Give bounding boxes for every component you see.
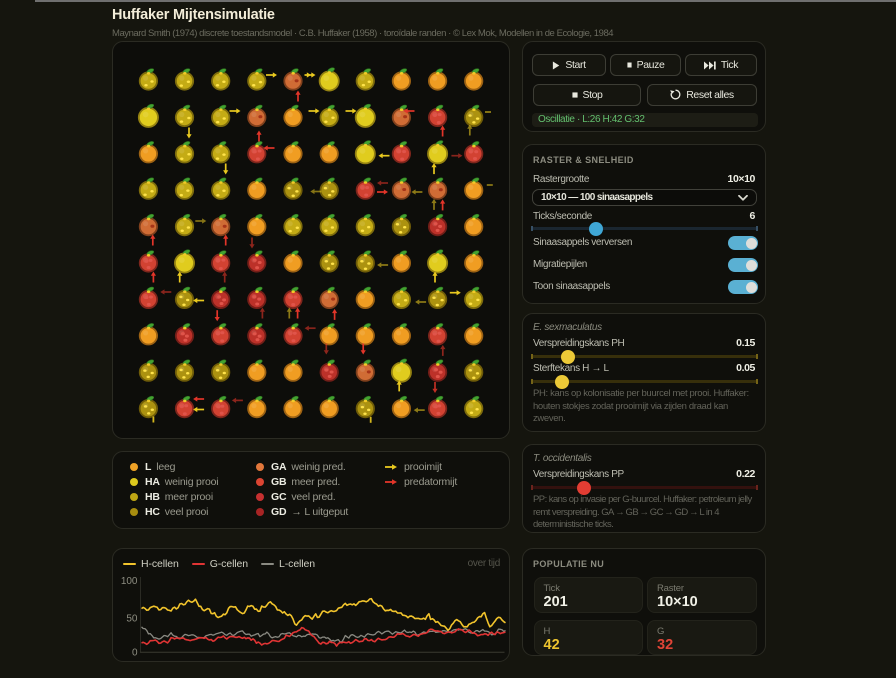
svg-text:50: 50: [126, 613, 138, 624]
svg-text:100: 100: [121, 576, 138, 587]
svg-text:0: 0: [132, 648, 138, 659]
